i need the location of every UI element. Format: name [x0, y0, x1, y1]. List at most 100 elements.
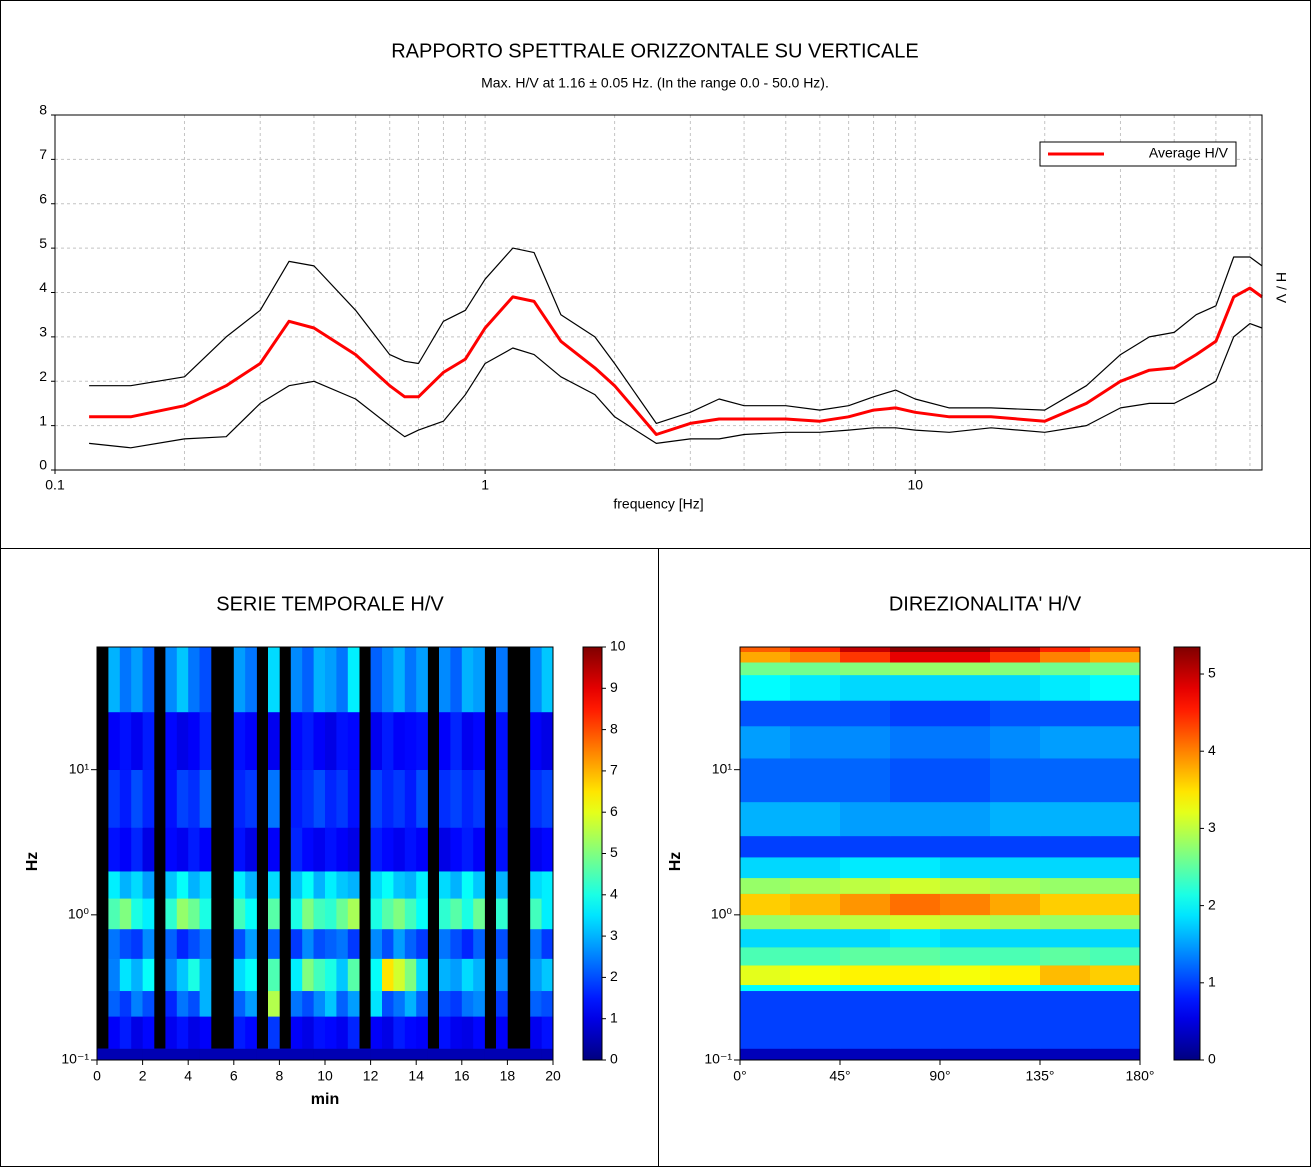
heat-cell	[496, 1016, 508, 1049]
heat-cell	[325, 958, 337, 992]
heat-cell	[740, 893, 791, 916]
x-tick-label: 0	[93, 1068, 101, 1084]
heat-cell	[142, 958, 155, 992]
heat-cell	[233, 958, 246, 992]
heat-cell	[131, 990, 143, 1017]
heat-cell	[940, 1048, 991, 1061]
heat-cell	[740, 928, 791, 948]
heat-cell	[840, 965, 891, 986]
heat-cell	[268, 958, 280, 992]
colorbar-tick-label: 0	[610, 1051, 618, 1067]
heat-cell	[450, 827, 463, 872]
heat-cell	[496, 958, 508, 992]
heat-cell	[940, 914, 991, 930]
heat-cell	[382, 711, 394, 770]
heat-cell	[473, 1048, 485, 1061]
heat-cell	[427, 1048, 440, 1061]
heat-cell	[290, 827, 303, 872]
heat-cell	[790, 965, 841, 986]
heat-cell	[245, 958, 257, 992]
heat-cell	[1090, 984, 1141, 992]
heat-cell	[416, 1016, 428, 1049]
heat-cell	[1040, 1048, 1091, 1061]
y-tick-label: 10⁰	[68, 906, 90, 922]
heat-cell	[404, 928, 417, 959]
heat-cell	[325, 990, 337, 1017]
heat-cell	[382, 1016, 394, 1049]
heat-cell	[840, 801, 891, 837]
heat-cell	[313, 898, 326, 930]
series-line	[89, 323, 1263, 449]
heat-cell	[233, 711, 246, 770]
heat-cell	[325, 647, 337, 713]
heat-cell	[290, 1048, 303, 1061]
heat-cell	[990, 984, 1041, 992]
heat-cell	[176, 928, 189, 959]
colorbar	[1173, 646, 1201, 1061]
heat-cell	[416, 827, 428, 872]
x-tick-label: 45°	[829, 1068, 850, 1084]
heat-cell	[416, 769, 428, 828]
heat-cell	[790, 835, 841, 858]
heat-cell	[496, 769, 508, 828]
heat-cell	[313, 1016, 326, 1049]
heat-cell	[790, 914, 841, 930]
heat-cell	[256, 1048, 269, 1061]
heat-cell	[165, 827, 178, 872]
heat-cell	[1090, 700, 1141, 727]
heat-cell	[404, 1048, 417, 1061]
heat-cell	[740, 947, 791, 966]
heat-cell	[382, 990, 394, 1017]
heat-cell	[740, 990, 791, 1049]
heat-cell	[790, 857, 841, 879]
x-tick-label: 16	[454, 1068, 470, 1084]
heat-cell	[336, 958, 349, 992]
x-tick-label: 14	[408, 1068, 424, 1084]
heat-cell	[940, 801, 991, 837]
heat-cell	[473, 958, 485, 992]
heat-cell	[450, 1016, 463, 1049]
heat-cell	[188, 711, 200, 770]
heat-cell	[279, 1048, 292, 1061]
heat-cell	[325, 769, 337, 828]
colorbar-tick-label: 6	[610, 803, 618, 819]
heat-cell	[233, 990, 246, 1017]
heat-cell	[530, 711, 542, 770]
heat-cell	[176, 1048, 189, 1061]
y-tick-label: 7	[39, 146, 47, 162]
colorbar-tick-label: 7	[610, 762, 618, 778]
heat-cell	[740, 857, 791, 879]
heat-cell	[119, 958, 132, 992]
heat-cell	[790, 947, 841, 966]
heat-cell	[199, 898, 212, 930]
x-tick-label: 90°	[929, 1068, 950, 1084]
heat-cell	[119, 1016, 132, 1049]
heat-cell	[940, 877, 991, 894]
heat-cell	[940, 990, 991, 1049]
heat-cell	[1040, 674, 1091, 701]
heat-cell	[290, 928, 303, 959]
heat-cell	[245, 871, 257, 899]
heat-cell	[211, 1048, 223, 1061]
heat-cell	[740, 700, 791, 727]
heat-cell	[473, 990, 485, 1017]
chart-subtitle: Max. H/V at 1.16 ± 0.05 Hz. (In the rang…	[481, 75, 829, 91]
heat-cell	[199, 827, 212, 872]
heat-cell	[439, 990, 451, 1017]
plot-border	[54, 114, 1263, 471]
heat-cell	[176, 871, 189, 899]
heat-cell	[370, 827, 383, 872]
heat-cell	[940, 965, 991, 986]
heat-cell	[313, 711, 326, 770]
heat-cell	[393, 898, 406, 930]
heat-cell	[233, 898, 246, 930]
heat-cell	[336, 769, 349, 828]
heat-cell	[404, 1016, 417, 1049]
heat-cell	[541, 827, 554, 872]
heat-cell	[142, 647, 155, 713]
heat-cell	[496, 647, 508, 713]
x-tick-label: 10	[317, 1068, 333, 1084]
heat-cell	[541, 647, 554, 713]
heat-cell	[370, 1048, 383, 1061]
